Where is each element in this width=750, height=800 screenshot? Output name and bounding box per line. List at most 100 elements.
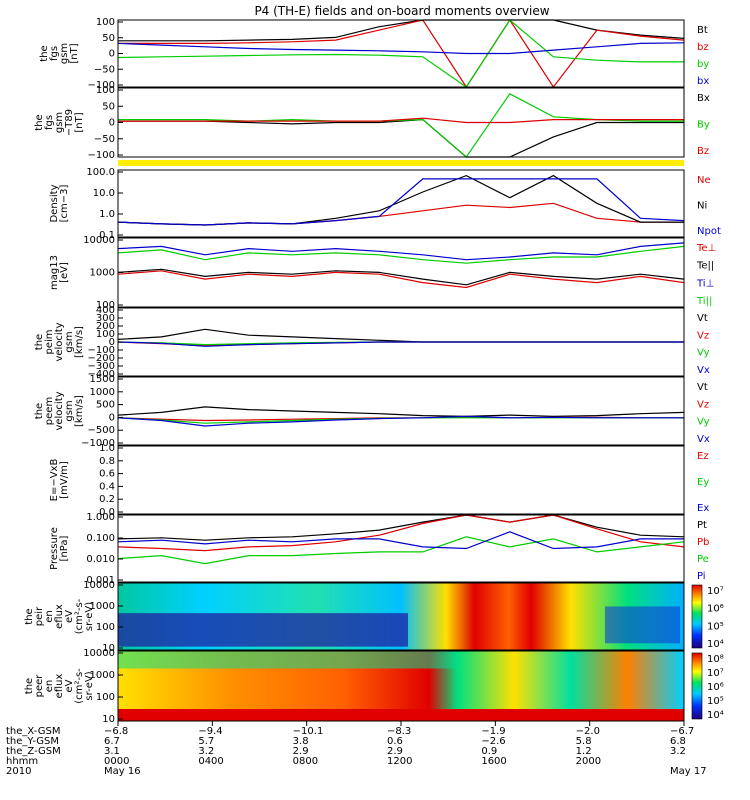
y-tick-label: 100 (96, 692, 115, 703)
y-axis-label: eV (64, 610, 75, 623)
x-tick-label: 0.6 (387, 736, 403, 747)
panel-fgs-gsm: Bt bz by bx 100 50 0 −50 −100 the fgs gsm [nT] (39, 17, 709, 91)
y-tick-label: 1000 (90, 601, 115, 612)
y-tick-label: −500 (88, 425, 115, 436)
y-axis-label: gsm (64, 400, 75, 421)
x-tick-label: −10.1 (293, 726, 324, 737)
y-tick-label: −300 (88, 361, 115, 372)
x-tick-label: 0000 (104, 756, 129, 767)
series-line-Te⊥ (117, 270, 685, 289)
y-axis-label: peem (44, 397, 55, 425)
series-line-Pe (117, 536, 685, 565)
panel-fgs-gsm-T89: Bx By Bz 100 50 0 −50 −100 the fgs gsm −T89 [nT] (34, 85, 710, 161)
y-tick-label: 0.2 (99, 494, 115, 505)
legend-label: Bx (697, 93, 710, 104)
y-tick-label: 10 (102, 643, 115, 654)
y-tick-label: 50 (102, 33, 115, 44)
legend-label: Ti|| (696, 296, 712, 307)
x-tick-label: 3.8 (293, 736, 309, 747)
x-tick-label: 1600 (481, 756, 506, 767)
y-tick-label: −1000 (81, 438, 115, 449)
panel-peir-eflux: 10⁷ 10⁶ 10⁵ 10⁴ 10000 1000 100 10 the peir en eflux… (24, 580, 724, 654)
colorbar-tick-label: 10⁴ (707, 710, 724, 721)
x-tick-label: −8.3 (387, 726, 411, 737)
colorbar-tick-label: 10⁶ (707, 604, 724, 615)
y-tick-label: 10000 (83, 235, 115, 246)
x-tick-label: 2.9 (387, 746, 403, 757)
y-tick-label: 500 (96, 400, 115, 411)
y-axis-label: Pressure (49, 527, 60, 570)
y-axis-label: [cm−3] (59, 185, 70, 223)
legend-label: Vx (697, 365, 710, 376)
y-axis-label: [eV] (59, 262, 70, 283)
colorbar-tick-label: 10⁷ (707, 586, 724, 597)
y-tick-label: 100 (96, 85, 115, 96)
y-tick-label: 0.010 (86, 554, 115, 565)
legend-label: By (697, 120, 710, 131)
y-axis-label: gsm (54, 112, 65, 133)
series-line-Vt (117, 328, 684, 343)
x-tick-label: 5.8 (576, 736, 592, 747)
legend-label: Ex (697, 503, 709, 514)
panel-frame (117, 514, 685, 583)
colorbar-tick-label: 10⁶ (707, 682, 724, 693)
legend-label: Vt (697, 382, 708, 393)
y-tick-label: −100 (88, 150, 115, 161)
y-tick-label: 1500 (90, 374, 115, 385)
x-tick-label: −2.6 (481, 736, 505, 747)
colorbar-tick-label: 10⁵ (707, 621, 724, 632)
legend-label: Ez (697, 451, 709, 462)
y-tick-label: 0.6 (99, 469, 115, 480)
y-axis-label: fgs (44, 115, 55, 130)
panel-e-field: Ez Ey Ex 1.0 0.8 0.60.4 0.2 0.0 E=−VxB [mV/m] (49, 443, 709, 518)
x-tick-label: −2.0 (576, 726, 600, 737)
y-tick-label: −50 (94, 64, 115, 75)
panel-peer-eflux: 10⁸ 10⁷ 10⁶ 10⁵ 10⁴ 10000 1000 100 10 the peer en ef… (24, 648, 724, 725)
y-axis-label: sr-eV) (84, 602, 95, 631)
legend-label: bx (697, 76, 709, 87)
y-tick-label: 10000 (83, 648, 115, 659)
series-line-Ne (117, 202, 684, 226)
x-tick-label: 1200 (387, 756, 412, 767)
y-axis-label: [km/s] (74, 326, 85, 358)
y-tick-label: 1.0 (99, 443, 115, 454)
series-line-Bx (118, 118, 684, 158)
x-tick-label: May 16 (104, 766, 141, 777)
series-line-Pt (117, 514, 685, 541)
panel-frame (117, 237, 685, 308)
y-axis-label: eflux (54, 674, 65, 699)
x-tick-label: 0400 (198, 756, 223, 767)
series-line-Ti|| (117, 245, 685, 264)
y-tick-label: 50 (102, 101, 115, 112)
y-tick-label: 0 (109, 49, 115, 60)
y-tick-label: 1000 (90, 268, 115, 279)
legend-label: Vt (697, 313, 708, 324)
high-energy-band (118, 651, 458, 669)
y-axis-label: the (39, 45, 50, 61)
separator-bar (118, 160, 684, 166)
panel-frame (117, 169, 685, 238)
y-tick-label: −400 (88, 369, 115, 380)
panel-temperature: Te⊥ Te|| Ti⊥ Ti|| 10000 1000 100 mag13 [eV] (49, 235, 716, 311)
x-tick-label: May 17 (670, 766, 707, 777)
y-tick-label: 0.001 (86, 575, 115, 586)
low-energy-band (118, 709, 684, 721)
y-tick-label: 10 (102, 714, 115, 725)
panel-frame (117, 445, 685, 515)
x-tick-label: −9.4 (198, 726, 222, 737)
panel-pressure: Pt Pb Pe Pi 1.000 0.100 0.010 0.001 Pressure [nPa… (49, 512, 709, 586)
x-tick-label: 2000 (576, 756, 601, 767)
legend-label: Vz (697, 330, 709, 341)
y-tick-label: 0 (109, 118, 115, 129)
series-line-Vx (117, 415, 684, 427)
y-tick-label: 0.8 (99, 456, 115, 467)
y-axis-label: sr-eV) (84, 671, 95, 700)
y-tick-label: 0.0 (99, 507, 115, 518)
legend-label: Pb (697, 537, 709, 548)
y-tick-label: −100 (88, 345, 115, 356)
legend-label: Pi (697, 571, 706, 582)
y-axis-label: eV (64, 679, 75, 692)
x-row-label: the_Y-GSM (6, 736, 59, 747)
y-axis-label: [nPa] (59, 535, 70, 561)
